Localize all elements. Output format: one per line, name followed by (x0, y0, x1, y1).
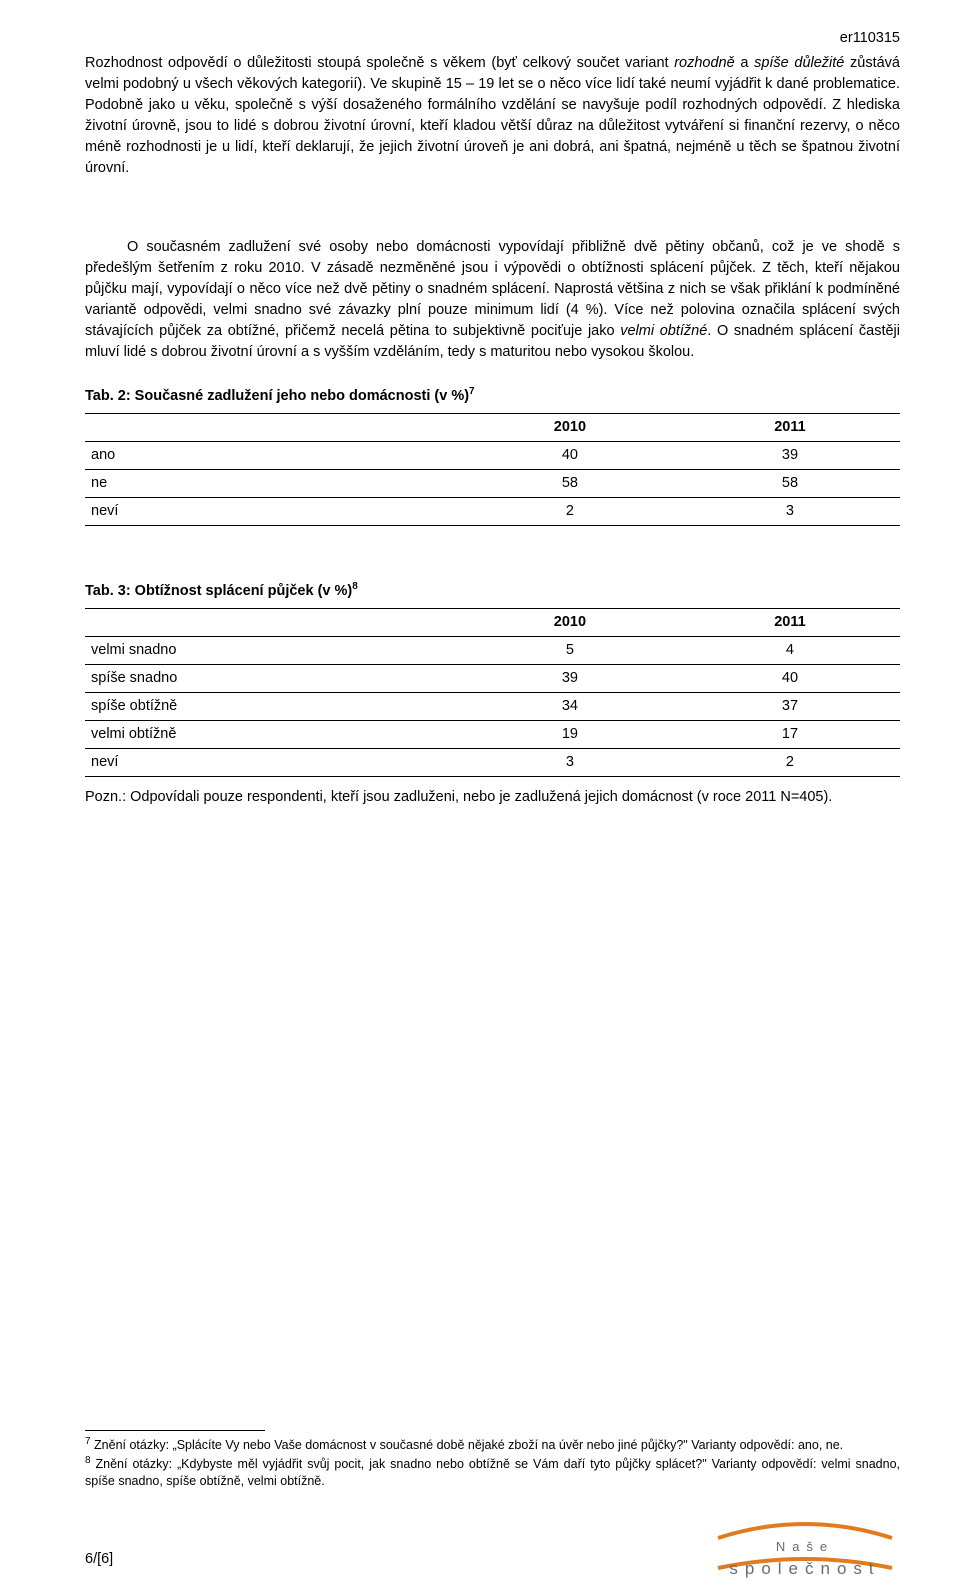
table-row: velmi snadno 5 4 (85, 636, 900, 664)
table3-header-col2: 2011 (680, 608, 900, 636)
table3-r0-label: velmi snadno (85, 636, 460, 664)
logo-text-big: společnost (729, 1559, 880, 1578)
table-row: ano 40 39 (85, 442, 900, 470)
logo-text: Naše společnost (710, 1538, 900, 1581)
table3-sup: 8 (352, 581, 358, 592)
footnote-rule (85, 1430, 265, 1431)
table3-header-row: 2010 2011 (85, 608, 900, 636)
table2: 2010 2011 ano 40 39 ne 58 58 neví 2 3 (85, 413, 900, 526)
table3-note: Pozn.: Odpovídali pouze respondenti, kte… (85, 787, 900, 808)
table3: 2010 2011 velmi snadno 5 4 spíše snadno … (85, 608, 900, 777)
spacer (85, 536, 900, 566)
table2-header-blank (85, 414, 460, 442)
table3-r3-v1: 19 (460, 721, 680, 749)
page-number: 6/[6] (85, 1549, 113, 1570)
table3-title: Tab. 3: Obtížnost splácení půjček (v %)8 (85, 580, 900, 602)
table2-r0-v2: 39 (680, 442, 900, 470)
table3-r4-label: neví (85, 749, 460, 777)
table2-r2-v2: 3 (680, 498, 900, 526)
table3-r1-v1: 39 (460, 664, 680, 692)
table3-r2-v2: 37 (680, 693, 900, 721)
table3-r2-label: spíše obtížně (85, 693, 460, 721)
footer: 6/[6] Naše společnost (85, 1520, 900, 1570)
table3-r0-v1: 5 (460, 636, 680, 664)
table-row: velmi obtížně 19 17 (85, 721, 900, 749)
para1-text-a: Rozhodnost odpovědí o důležitosti stoupá… (85, 55, 674, 71)
para1-italic-2: spíše důležité (754, 55, 844, 71)
para1-italic-1: rozhodně (674, 55, 734, 71)
table2-header-col2: 2011 (680, 414, 900, 442)
table2-r1-v2: 58 (680, 470, 900, 498)
footnote-8: 8 Znění otázky: „Kdybyste měl vyjádřit s… (85, 1454, 900, 1490)
table3-header-col1: 2010 (460, 608, 680, 636)
table2-r2-label: neví (85, 498, 460, 526)
footnote-7: 7 Znění otázky: „Splácíte Vy nebo Vaše d… (85, 1435, 900, 1454)
paragraph-2: O současném zadlužení své osoby nebo dom… (85, 237, 900, 363)
table3-r2-v1: 34 (460, 693, 680, 721)
table3-r1-v2: 40 (680, 664, 900, 692)
table2-title: Tab. 2: Současné zadlužení jeho nebo dom… (85, 385, 900, 407)
table2-header-row: 2010 2011 (85, 414, 900, 442)
table2-sup: 7 (469, 386, 475, 397)
table2-title-text: Tab. 2: Současné zadlužení jeho nebo dom… (85, 388, 469, 404)
section-gap (85, 197, 900, 237)
table2-r1-label: ne (85, 470, 460, 498)
logo: Naše společnost (710, 1520, 900, 1570)
table-row: ne 58 58 (85, 470, 900, 498)
footnote7-text: Znění otázky: „Splácíte Vy nebo Vaše dom… (91, 1438, 844, 1452)
table3-r4-v1: 3 (460, 749, 680, 777)
table-row: neví 2 3 (85, 498, 900, 526)
table3-r3-v2: 17 (680, 721, 900, 749)
table2-r0-label: ano (85, 442, 460, 470)
footnote8-text: Znění otázky: „Kdybyste měl vyjádřit svů… (85, 1457, 900, 1488)
table2-r0-v1: 40 (460, 442, 680, 470)
para2-italic-1: velmi obtížné (620, 323, 707, 339)
para1-text-c: zůstává velmi podobný u všech věkových k… (85, 55, 900, 176)
footnotes: 7 Znění otázky: „Splácíte Vy nebo Vaše d… (85, 1430, 900, 1490)
table3-title-text: Tab. 3: Obtížnost splácení půjček (v %) (85, 583, 352, 599)
table2-header-col1: 2010 (460, 414, 680, 442)
table3-header-blank (85, 608, 460, 636)
para1-text-b: a (735, 55, 754, 71)
table3-r3-label: velmi obtížně (85, 721, 460, 749)
table2-r2-v1: 2 (460, 498, 680, 526)
document-id: er110315 (85, 28, 900, 49)
table-row: neví 3 2 (85, 749, 900, 777)
table-row: spíše obtížně 34 37 (85, 693, 900, 721)
table2-r1-v1: 58 (460, 470, 680, 498)
table-row: spíše snadno 39 40 (85, 664, 900, 692)
paragraph-1: Rozhodnost odpovědí o důležitosti stoupá… (85, 53, 900, 179)
logo-text-small: Naše (776, 1539, 834, 1554)
table3-r0-v2: 4 (680, 636, 900, 664)
table3-r1-label: spíše snadno (85, 664, 460, 692)
table3-r4-v2: 2 (680, 749, 900, 777)
